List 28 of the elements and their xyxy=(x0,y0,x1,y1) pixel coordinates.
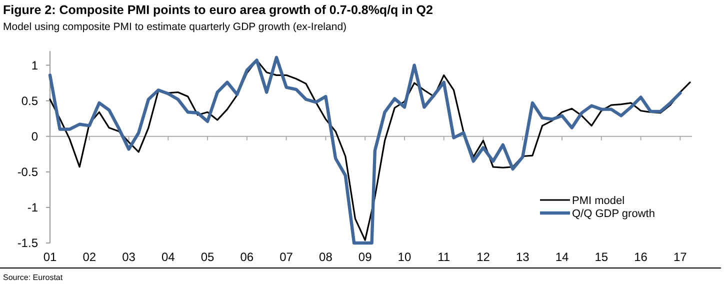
y-tick-label: -1 xyxy=(27,200,38,215)
x-tick-label: 15 xyxy=(594,250,608,264)
chart-title: Figure 2: Composite PMI points to euro area growth of 0.7-0.8%q/q in Q2 xyxy=(3,3,433,17)
x-tick-label: 07 xyxy=(280,250,294,264)
y-tick-label: -0.5 xyxy=(17,165,38,180)
x-tick-label: 13 xyxy=(516,250,530,264)
x-tick-label: 17 xyxy=(674,250,688,264)
x-tick-label: 11 xyxy=(438,250,450,264)
legend-label: Q/Q GDP growth xyxy=(572,208,655,220)
legend-label: PMI model xyxy=(572,194,625,207)
x-tick-label: 02 xyxy=(82,250,96,264)
y-tick-label: -1.5 xyxy=(17,236,38,250)
x-tick-label: 14 xyxy=(555,250,570,264)
x-tick-label: 10 xyxy=(398,250,412,264)
x-tick-label: 08 xyxy=(319,250,333,264)
x-tick-label: 16 xyxy=(634,250,648,264)
x-tick-label: 01 xyxy=(43,250,57,264)
x-tick-label: 09 xyxy=(358,250,372,264)
y-tick-label: 0 xyxy=(31,130,38,144)
x-tick-label: 04 xyxy=(161,250,176,264)
x-tick-label: 05 xyxy=(200,250,215,264)
y-tick-label: 1 xyxy=(31,58,38,72)
y-tick-label: 0.5 xyxy=(21,94,38,108)
chart-subtitle: Model using composite PMI to estimate quarterly GDP growth (ex-Ireland) xyxy=(3,21,347,33)
x-tick-label: 06 xyxy=(240,250,254,264)
x-tick-label: 12 xyxy=(476,250,490,264)
x-tick-label: 03 xyxy=(122,250,136,264)
source-note: Source: Eurostat xyxy=(3,273,64,282)
